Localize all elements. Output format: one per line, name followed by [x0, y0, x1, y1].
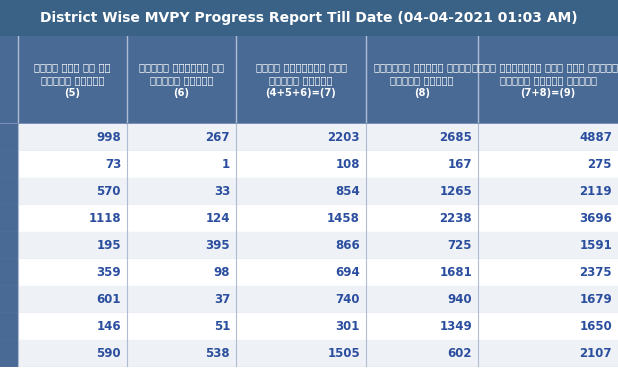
Text: 1679: 1679 [579, 293, 612, 306]
Text: 570: 570 [96, 185, 121, 198]
Text: 694: 694 [335, 266, 360, 279]
Text: 866: 866 [335, 239, 360, 252]
Text: 1650: 1650 [579, 320, 612, 333]
Text: 1458: 1458 [327, 212, 360, 225]
Text: 124: 124 [206, 212, 230, 225]
Text: 590: 590 [96, 347, 121, 360]
Text: 4887: 4887 [579, 131, 612, 144]
Text: 1: 1 [222, 158, 230, 171]
Text: 2119: 2119 [580, 185, 612, 198]
Text: 2238: 2238 [439, 212, 472, 225]
Text: जिला अंतर्गत नये एवं त्रुटि
सुधार लंबित आवेदन
(7+8)=(9): जिला अंतर्गत नये एवं त्रुटि सुधार लंबित … [472, 62, 618, 98]
Text: 33: 33 [214, 185, 230, 198]
Bar [0, 340, 18, 367]
Text: 725: 725 [447, 239, 472, 252]
Text: 740: 740 [336, 293, 360, 306]
Text: 275: 275 [588, 158, 612, 171]
Text: 301: 301 [336, 320, 360, 333]
Text: 3696: 3696 [579, 212, 612, 225]
Text: सहायक निदेशक पर
लंबित आवेदन
(6): सहायक निदेशक पर लंबित आवेदन (6) [139, 62, 224, 98]
Text: 2203: 2203 [328, 131, 360, 144]
Text: 1349: 1349 [439, 320, 472, 333]
Bar [0, 178, 18, 205]
Bar [0, 286, 18, 313]
Text: 1265: 1265 [439, 185, 472, 198]
Text: 602: 602 [447, 347, 472, 360]
Bar [0, 205, 18, 232]
Text: 2685: 2685 [439, 131, 472, 144]
Text: 395: 395 [205, 239, 230, 252]
Text: 1591: 1591 [579, 239, 612, 252]
Bar [0, 259, 18, 286]
Text: 2107: 2107 [580, 347, 612, 360]
Text: 108: 108 [336, 158, 360, 171]
Text: प्र। वि। प। पर
लंबित आवेदन
(5): प्र। वि। प। पर लंबित आवेदन (5) [34, 62, 111, 98]
Text: 267: 267 [206, 131, 230, 144]
Text: 51: 51 [214, 320, 230, 333]
Text: 940: 940 [447, 293, 472, 306]
Text: 1681: 1681 [439, 266, 472, 279]
Bar [0, 232, 18, 259]
Text: 359: 359 [96, 266, 121, 279]
Text: 998: 998 [96, 131, 121, 144]
Text: 601: 601 [96, 293, 121, 306]
Bar [0, 124, 18, 151]
Text: 146: 146 [96, 320, 121, 333]
Text: 538: 538 [205, 347, 230, 360]
Text: 73: 73 [104, 158, 121, 171]
Text: 1118: 1118 [88, 212, 121, 225]
Bar [0, 151, 18, 178]
Text: 98: 98 [213, 266, 230, 279]
Text: जिला अंतर्गत नये
लंबित आवेदन
(4+5+6)=(7): जिला अंतर्गत नये लंबित आवेदन (4+5+6)=(7) [255, 62, 347, 98]
Text: District Wise MVPY Progress Report Till Date (04-04-2021 01:03 AM): District Wise MVPY Progress Report Till … [40, 11, 578, 25]
Bar [0, 313, 18, 340]
Text: 1505: 1505 [328, 347, 360, 360]
Text: 854: 854 [335, 185, 360, 198]
Text: त्रुटि सुधार हेतु
लंबित आवेदन
(8): त्रुटि सुधार हेतु लंबित आवेदन (8) [373, 62, 470, 98]
Text: 37: 37 [214, 293, 230, 306]
Text: 2375: 2375 [580, 266, 612, 279]
Text: 167: 167 [447, 158, 472, 171]
Text: 195: 195 [96, 239, 121, 252]
